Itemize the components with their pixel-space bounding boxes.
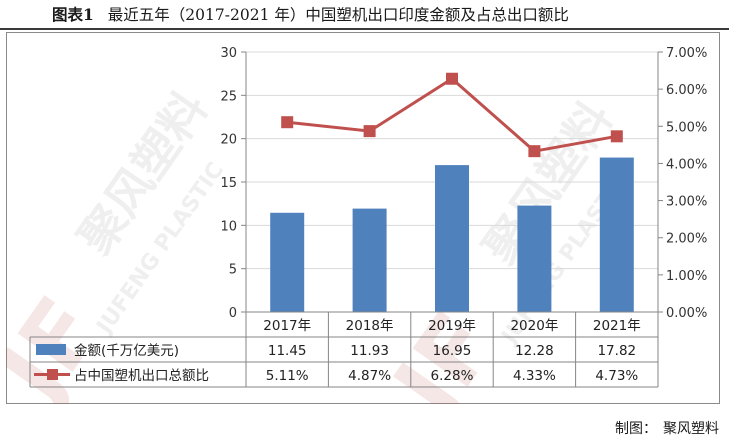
right-axis-tick-label: 3.00%: [666, 195, 707, 210]
bar: [435, 165, 469, 312]
table-value-share: 6.28%: [431, 368, 474, 384]
left-axis-tick-label: 15: [220, 176, 237, 191]
right-axis-tick-label: 1.00%: [666, 269, 707, 284]
right-axis-tick-label: 7.00%: [666, 46, 707, 61]
watermark-logo: JF: [6, 278, 122, 404]
line-marker: [363, 125, 376, 138]
right-axis-tick-label: 2.00%: [666, 232, 707, 247]
table-value-amount: 12.28: [515, 343, 554, 359]
line-marker: [610, 130, 623, 143]
bar: [270, 212, 305, 312]
left-axis-tick-label: 0: [229, 306, 237, 321]
left-axis-tick-label: 30: [220, 46, 237, 61]
legend-label-line: 占中国塑机出口总额比: [74, 368, 209, 384]
watermark-cn: 聚风塑料: [67, 82, 217, 265]
table-value-amount: 16.95: [433, 343, 472, 359]
left-axis-tick-label: 5: [229, 263, 237, 278]
category-label: 2019年: [428, 318, 476, 334]
line-marker: [281, 116, 294, 129]
bar: [517, 205, 552, 312]
category-label: 2021年: [593, 318, 641, 334]
left-axis-tick-label: 20: [220, 133, 237, 148]
credit-label: 制图：: [615, 421, 657, 437]
credit-value: 聚风塑料: [663, 421, 719, 437]
table-value-share: 4.73%: [595, 368, 638, 384]
figure-caption: 最近五年（2017-2021 年）中国塑机出口印度金额及占总出口额比: [107, 6, 569, 24]
right-axis-tick-label: 6.00%: [666, 83, 707, 98]
right-axis-tick-label: 4.00%: [666, 157, 707, 172]
category-label: 2017年: [263, 318, 311, 334]
figure-number: 图表1: [52, 5, 94, 24]
legend-key-marker: [47, 369, 58, 380]
table-value-amount: 11.93: [350, 343, 389, 359]
left-axis-tick-label: 25: [220, 89, 237, 104]
right-axis-tick-label: 5.00%: [666, 120, 707, 135]
table-value-share: 4.33%: [513, 368, 556, 384]
figure-title: 图表1 最近五年（2017-2021 年）中国塑机出口印度金额及占总出口额比: [0, 2, 729, 30]
legend-key-bar: [36, 344, 66, 355]
left-axis-tick-label: 10: [220, 219, 237, 234]
legend-label-bar: 金额(千万亿美元): [74, 343, 179, 359]
line-marker: [446, 72, 458, 85]
chart-credit: 制图： 聚风塑料: [615, 418, 719, 438]
category-label: 2020年: [510, 318, 558, 334]
category-label: 2018年: [346, 318, 394, 334]
table-value-share: 5.11%: [266, 368, 309, 384]
bar: [599, 157, 634, 312]
line-marker: [528, 145, 541, 158]
bar: [352, 208, 387, 312]
table-value-share: 4.87%: [348, 368, 391, 384]
table-value-amount: 17.82: [597, 343, 636, 359]
table-value-amount: 11.45: [268, 343, 307, 359]
title-rule: [0, 28, 729, 30]
right-axis-tick-label: 0.00%: [666, 306, 707, 321]
